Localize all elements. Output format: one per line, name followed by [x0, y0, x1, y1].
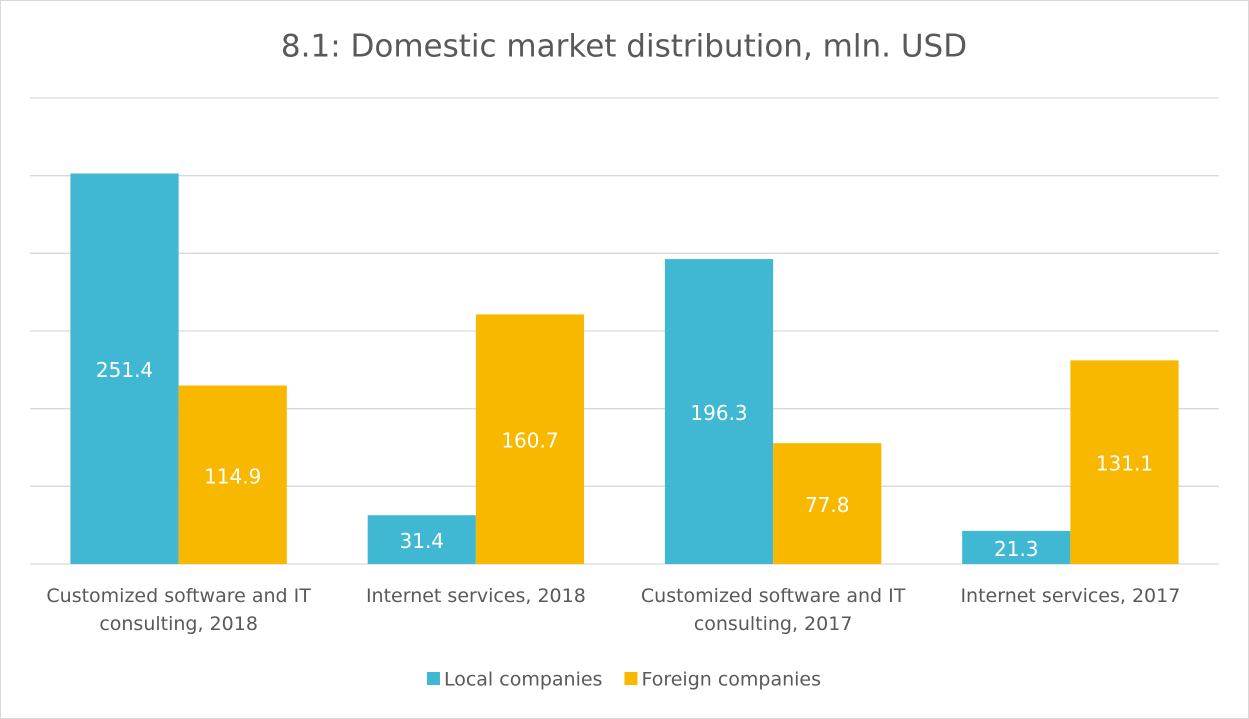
- x-tick-label-box: Customized software and IT consulting, 2…: [46, 585, 311, 635]
- legend-swatch: [426, 672, 440, 685]
- data-label: 131.1: [1096, 452, 1153, 476]
- data-label: 21.3: [994, 537, 1039, 561]
- x-tick-label: Internet services, 2018: [365, 585, 586, 607]
- x-tick-label: Customized software and IT consulting, 2…: [46, 585, 311, 635]
- x-tick-label: Customized software and IT consulting, 2…: [640, 585, 906, 635]
- bar: [367, 515, 476, 564]
- data-label: 114.9: [204, 464, 261, 488]
- bar: [664, 259, 774, 564]
- x-tick-label-box: Internet services, 2017: [960, 585, 1181, 607]
- bar: [773, 443, 882, 564]
- legend-label: Local companies: [444, 669, 602, 691]
- x-tick-label-box: Customized software and IT consulting, 2…: [640, 585, 906, 635]
- bar: [178, 385, 287, 564]
- legend-swatch: [624, 672, 638, 685]
- legend: Local companies Foreign companies: [426, 669, 821, 691]
- data-label: 251.4: [96, 358, 153, 382]
- data-label: 31.4: [400, 529, 445, 553]
- bar: [962, 530, 1071, 564]
- x-tick-label: Internet services, 2017: [960, 585, 1181, 607]
- data-label: 77.8: [805, 493, 850, 517]
- chart-title: 8.1: Domestic market distribution, mln. …: [281, 29, 967, 65]
- bar: [475, 314, 585, 564]
- legend-label: Foreign companies: [641, 669, 821, 691]
- data-label: 196.3: [690, 401, 747, 425]
- x-tick-label-box: Internet services, 2018: [365, 585, 586, 607]
- data-label: 160.7: [501, 429, 558, 453]
- bar: [70, 173, 179, 564]
- bar: [1070, 360, 1179, 564]
